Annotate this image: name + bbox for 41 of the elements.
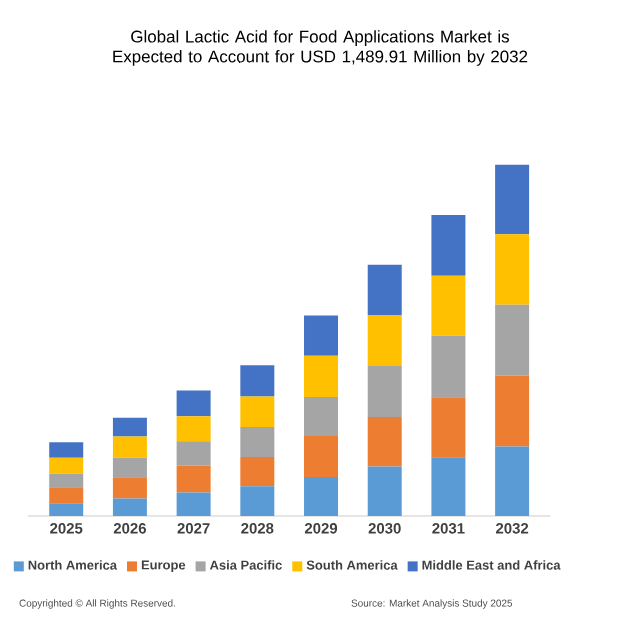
bar: [176, 416, 211, 442]
bar: [304, 477, 339, 516]
bar: [495, 375, 530, 447]
bar: [304, 315, 339, 356]
bar: [49, 442, 84, 458]
bar: [49, 487, 84, 504]
bar: [304, 355, 339, 397]
bar: [431, 214, 466, 276]
bar: [495, 164, 530, 235]
bar: [112, 477, 147, 499]
bar: [367, 264, 402, 316]
bar: [495, 446, 530, 516]
bar: [112, 417, 147, 437]
chart-title: Global Lactic Acid for Food Applications Market is Expected to Account for USD 1,489.91 Million by 2032: [113, 30, 528, 66]
bar: [431, 335, 466, 398]
bar: [176, 465, 211, 493]
bar: [495, 234, 530, 305]
bar: [367, 416, 402, 467]
bar: [240, 396, 275, 428]
bar: [367, 365, 402, 417]
bar: [176, 390, 211, 417]
bar: [431, 397, 466, 458]
bar: [431, 275, 466, 336]
bar: [176, 492, 211, 516]
bar: [176, 441, 211, 466]
bar: [240, 365, 275, 397]
bar: [304, 396, 339, 436]
bar: [431, 457, 466, 516]
bar: [49, 457, 84, 474]
bar: [49, 473, 84, 488]
bar: [112, 498, 147, 516]
bar: [240, 427, 275, 457]
bar: [240, 486, 275, 516]
bar: [304, 435, 339, 477]
bar: [240, 456, 275, 487]
bar: [49, 503, 84, 516]
bar: [495, 304, 530, 376]
bar: [112, 457, 147, 478]
bar: [367, 466, 402, 516]
bar: [367, 315, 402, 366]
bar: [112, 436, 147, 458]
